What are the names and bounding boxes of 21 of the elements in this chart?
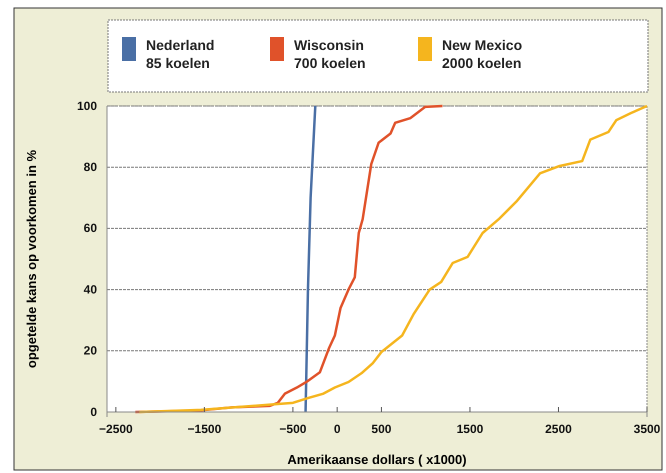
line-series (138, 104, 648, 414)
x-tick-label: −2500 (99, 422, 134, 436)
x-tick-label: −500 (279, 422, 307, 436)
y-tick-label: 80 (84, 160, 98, 174)
y-tick-label: 100 (76, 98, 98, 113)
x-tick-label: 0 (334, 422, 341, 436)
x-tick-label: 3500 (634, 422, 661, 436)
y-tick-label: 0 (90, 404, 98, 419)
x-tick-label: 2500 (545, 422, 572, 436)
y-tick-label: 40 (84, 282, 98, 296)
x-tick-label: −1500 (188, 422, 222, 436)
y-tick-label: 60 (84, 221, 98, 236)
y-axis-title: opgetelde kans op voorkomen in % (24, 149, 39, 368)
legend-label: Wisconsin 700 koelen (294, 37, 366, 71)
x-tick-label: 1500 (456, 422, 484, 436)
legend-label: New Mexico 2000 koelen (442, 37, 522, 71)
line-series (304, 104, 317, 414)
legend-label: Nederland 85 koelen (146, 37, 214, 71)
x-axis-title: Amerikaanse dollars ( x1000) (287, 452, 467, 467)
x-tick-label: 500 (371, 422, 392, 436)
y-tick-label: 20 (84, 344, 98, 358)
